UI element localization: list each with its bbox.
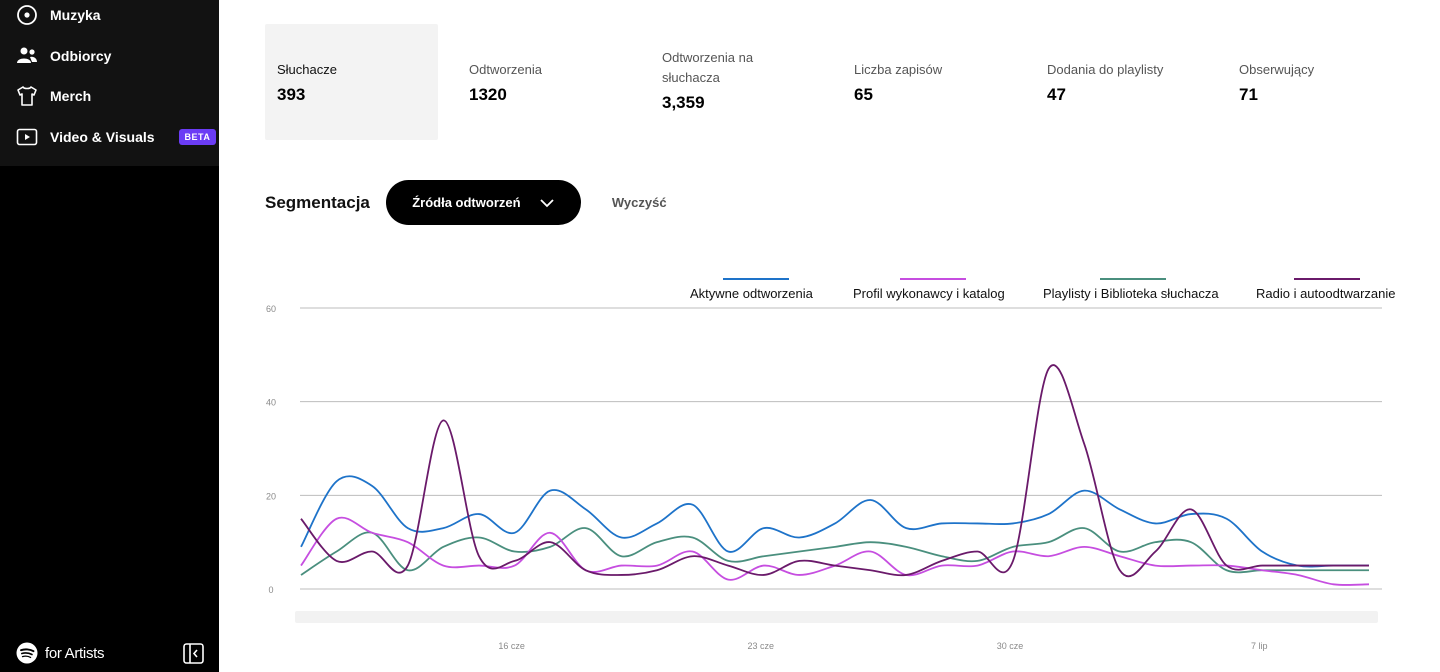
sidebar-nav: Muzyka Odbiorcy Merch Video & Visuals BE… xyxy=(0,0,219,166)
stat-card-saves[interactable]: Liczba zapisów 65 xyxy=(842,24,1015,140)
sidebar-item-label: Video & Visuals xyxy=(50,129,155,145)
stat-value: 1320 xyxy=(469,85,507,104)
sidebar-collapse-icon xyxy=(183,643,204,664)
stat-value: 65 xyxy=(854,85,873,104)
segmentation-bar: Segmentacja Źródła odtworzeń Wyczyść xyxy=(265,180,667,225)
stat-value: 47 xyxy=(1047,85,1066,104)
x-tick-label: 30 cze xyxy=(997,641,1024,651)
series-line xyxy=(300,475,1369,568)
line-chart: 0 20 40 60 16 cze 23 cze 30 cze 7 lip Aktywne od… xyxy=(266,278,1395,651)
stat-value: 71 xyxy=(1239,85,1258,104)
series-line xyxy=(300,527,1369,576)
legend-label: Radio i autoodtwarzanie xyxy=(1256,286,1395,301)
legend-label: Playlisty i Biblioteka słuchacza xyxy=(1043,286,1219,301)
series-line xyxy=(300,516,1370,586)
legend-label: Aktywne odtworzenia xyxy=(690,286,814,301)
chart-area: 0 20 40 60 16 cze 23 cze 30 cze 7 lip Aktywne od… xyxy=(219,0,1440,672)
spotify-icon xyxy=(16,642,38,664)
stat-label: Liczba zapisów xyxy=(854,62,943,77)
segmentation-title: Segmentacja xyxy=(265,192,370,212)
music-disc-icon xyxy=(16,4,38,26)
sidebar-item-label: Merch xyxy=(50,88,92,104)
stat-value: 393 xyxy=(277,85,306,104)
brand-logo[interactable]: for Artists xyxy=(16,642,105,664)
stat-card-streams-per-listener[interactable]: Odtworzenia na słuchacza 3,359 xyxy=(650,24,823,140)
sidebar-item-label: Odbiorcy xyxy=(50,48,112,64)
collapse-sidebar-button[interactable] xyxy=(183,643,204,664)
sidebar-item-label: Muzyka xyxy=(50,7,101,23)
y-tick-label: 60 xyxy=(266,304,276,314)
series-line xyxy=(300,364,1369,578)
x-tick-label: 16 cze xyxy=(498,641,525,651)
sidebar-item-video-visuals[interactable]: Video & Visuals BETA xyxy=(16,125,217,149)
stat-label: Odtworzenia na słuchacza xyxy=(662,50,754,85)
source-dropdown[interactable]: Źródła odtworzeń xyxy=(385,180,581,225)
beta-badge: BETA xyxy=(178,129,217,145)
main-content: Słuchacze 393 Odtworzenia 1320 Odtworzen… xyxy=(219,0,1440,672)
clear-button[interactable]: Wyczyść xyxy=(611,195,667,210)
audience-icon xyxy=(16,45,38,67)
sidebar: Muzyka Odbiorcy Merch Video & Visuals BE… xyxy=(0,0,219,672)
legend-label: Profil wykonawcy i katalog xyxy=(853,286,1005,301)
stat-label: Słuchacze xyxy=(277,62,337,77)
tshirt-icon xyxy=(16,85,38,107)
stat-card-listeners[interactable]: Słuchacze 393 xyxy=(265,24,438,140)
stat-card-followers[interactable]: Obserwujący 71 xyxy=(1227,24,1400,140)
stat-label: Odtworzenia xyxy=(469,62,542,77)
dropdown-label: Źródła odtworzeń xyxy=(412,195,521,210)
x-tick-label: 23 cze xyxy=(748,641,775,651)
y-tick-label: 20 xyxy=(266,491,276,501)
stat-card-streams[interactable]: Odtworzenia 1320 xyxy=(457,24,630,140)
stat-label: Obserwujący xyxy=(1239,62,1315,77)
y-tick-label: 40 xyxy=(266,398,276,408)
chart-scroll-track xyxy=(295,611,1378,623)
video-icon xyxy=(16,126,38,148)
sidebar-item-merch[interactable]: Merch xyxy=(16,84,91,108)
sidebar-item-muzyka[interactable]: Muzyka xyxy=(16,3,101,27)
chevron-down-icon xyxy=(539,198,554,207)
x-tick-label: 7 lip xyxy=(1251,641,1268,651)
stat-value: 3,359 xyxy=(662,93,705,112)
sidebar-item-odbiorcy[interactable]: Odbiorcy xyxy=(16,44,111,68)
y-tick-label: 0 xyxy=(268,585,273,595)
brand-text: for Artists xyxy=(45,644,105,662)
stat-label: Dodania do playlisty xyxy=(1047,62,1164,77)
stat-card-playlist-adds[interactable]: Dodania do playlisty 47 xyxy=(1035,24,1208,140)
